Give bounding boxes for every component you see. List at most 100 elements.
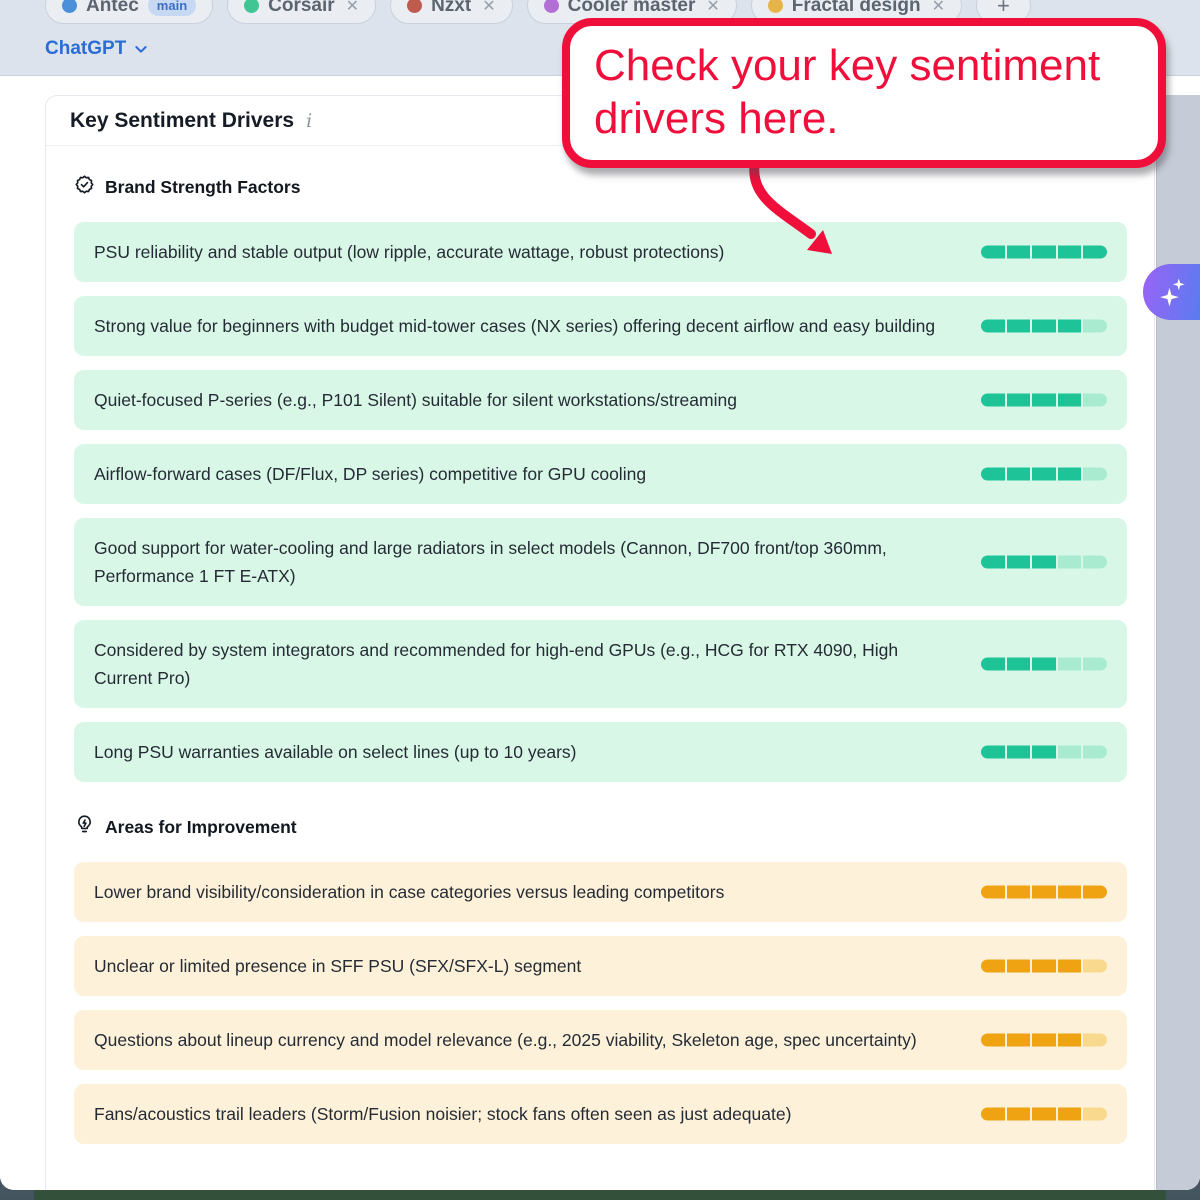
driver-text: PSU reliability and stable output (low r… [94, 242, 725, 262]
strength-segment [1057, 555, 1082, 569]
strength-segment [1032, 745, 1056, 759]
strength-segment [981, 959, 1005, 973]
strength-bar [981, 245, 1107, 259]
driver-text: Long PSU warranties available on select … [94, 742, 577, 762]
strength-segment [1032, 657, 1056, 671]
annotation-callout: Check your key sentiment drivers here. [562, 18, 1166, 168]
brand-pill-antec[interactable]: Antec main [45, 0, 214, 24]
strength-segment [981, 555, 1005, 569]
annotation-text: Check your key sentiment drivers here. [594, 41, 1101, 143]
driver-item: Unclear or limited presence in SFF PSU (… [74, 936, 1127, 996]
driver-text: Considered by system integrators and rec… [94, 640, 899, 688]
driver-text: Good support for water-cooling and large… [94, 538, 887, 586]
strength-segment [1083, 467, 1107, 481]
strength-segment [1057, 657, 1082, 671]
strength-segment [1006, 393, 1031, 407]
strength-segment [1057, 745, 1082, 759]
strength-segment [1032, 245, 1056, 259]
strength-segment [981, 1107, 1005, 1121]
strength-segment [1057, 319, 1082, 333]
brand-label: Nzxt [431, 0, 472, 16]
remove-brand-icon[interactable]: ✕ [482, 0, 496, 15]
section-header: Brand Strength Factors [74, 174, 1127, 200]
strength-segment [1083, 319, 1107, 333]
card-body: Brand Strength Factors PSU reliability an… [46, 146, 1154, 1190]
driver-text: Strong value for beginners with budget m… [94, 316, 936, 336]
chevron-down-icon [135, 46, 147, 53]
brand-dot-icon [543, 0, 559, 13]
strength-segment [981, 467, 1005, 481]
strength-segment [1083, 555, 1107, 569]
driver-text: Quiet-focused P-series (e.g., P101 Silen… [94, 390, 737, 410]
section-header: Areas for Improvement [74, 814, 1127, 840]
strength-segment [1032, 885, 1056, 899]
brand-label: Corsair [268, 0, 335, 16]
brand-pill-corsair[interactable]: Corsair ✕ [227, 0, 377, 24]
driver-item: Lower brand visibility/consideration in … [74, 862, 1127, 922]
driver-text: Unclear or limited presence in SFF PSU (… [94, 956, 582, 976]
strength-segment [1006, 1033, 1031, 1047]
strength-segment [1057, 1107, 1082, 1121]
strength-bar [981, 657, 1107, 671]
driver-text: Fans/acoustics trail leaders (Storm/Fusi… [94, 1104, 792, 1124]
remove-brand-icon[interactable]: ✕ [931, 0, 946, 15]
model-selector-label: ChatGPT [45, 38, 127, 59]
brand-dot-icon [767, 0, 783, 13]
strength-segment [981, 319, 1005, 333]
strength-segment [1083, 657, 1107, 671]
strength-segment [1006, 657, 1031, 671]
model-selector[interactable]: ChatGPT [45, 38, 149, 60]
strength-segment [1032, 319, 1056, 333]
strength-segment [1083, 745, 1107, 759]
strength-segment [1032, 959, 1056, 973]
strength-segment [1057, 885, 1082, 899]
strength-bar [981, 393, 1107, 407]
section-title: Brand Strength Factors [105, 176, 301, 197]
driver-item: PSU reliability and stable output (low r… [74, 222, 1127, 282]
strength-segment [1057, 959, 1082, 973]
driver-item: Long PSU warranties available on select … [74, 722, 1127, 782]
driver-item: Airflow-forward cases (DF/Flux, DP serie… [74, 444, 1127, 504]
strength-bar [981, 1107, 1107, 1121]
strength-segment [1006, 467, 1031, 481]
shield-check-icon [74, 174, 95, 200]
brand-dot-icon [62, 0, 77, 13]
ai-assistant-button[interactable] [1143, 264, 1200, 320]
strength-segment [981, 885, 1005, 899]
brand-label: Antec [86, 0, 139, 16]
brand-label: Fractal design [791, 0, 921, 16]
strength-segment [1006, 319, 1031, 333]
brand-pill-nzxt[interactable]: Nzxt ✕ [390, 0, 513, 24]
strength-segment [1006, 959, 1031, 973]
strength-segment [1006, 885, 1031, 899]
brand-label: Cooler master [567, 0, 696, 16]
strength-segment [1032, 393, 1056, 407]
strength-segment [1032, 555, 1056, 569]
strength-segment [981, 245, 1005, 259]
main-badge: main [147, 0, 197, 16]
strength-segment [1006, 245, 1031, 259]
strength-segment [1006, 1107, 1031, 1121]
driver-item: Strong value for beginners with budget m… [74, 296, 1127, 356]
strength-segment [1032, 467, 1056, 481]
main-content: Key Sentiment Drivers i Brand Strength F… [0, 95, 1200, 1190]
brand-dot-icon [407, 0, 423, 13]
driver-item: Considered by system integrators and rec… [74, 620, 1127, 708]
driver-item: Good support for water-cooling and large… [74, 518, 1127, 606]
strength-bar [981, 1033, 1107, 1047]
strength-segment [1032, 1033, 1056, 1047]
strength-segment [981, 745, 1005, 759]
remove-brand-icon[interactable]: ✕ [345, 0, 360, 15]
section-areas-for-improvement: Areas for Improvement Lower brand visibil… [74, 814, 1127, 1144]
info-icon[interactable]: i [306, 110, 313, 132]
brand-dot-icon [244, 0, 260, 13]
remove-brand-icon[interactable]: ✕ [706, 0, 720, 15]
strength-segment [1083, 393, 1107, 407]
strength-bar [981, 885, 1107, 899]
strength-segment [981, 657, 1005, 671]
strength-bar [981, 467, 1107, 481]
strength-segment [1083, 245, 1107, 259]
driver-text: Questions about lineup currency and mode… [94, 1030, 917, 1050]
annotation-arrow [749, 157, 832, 254]
